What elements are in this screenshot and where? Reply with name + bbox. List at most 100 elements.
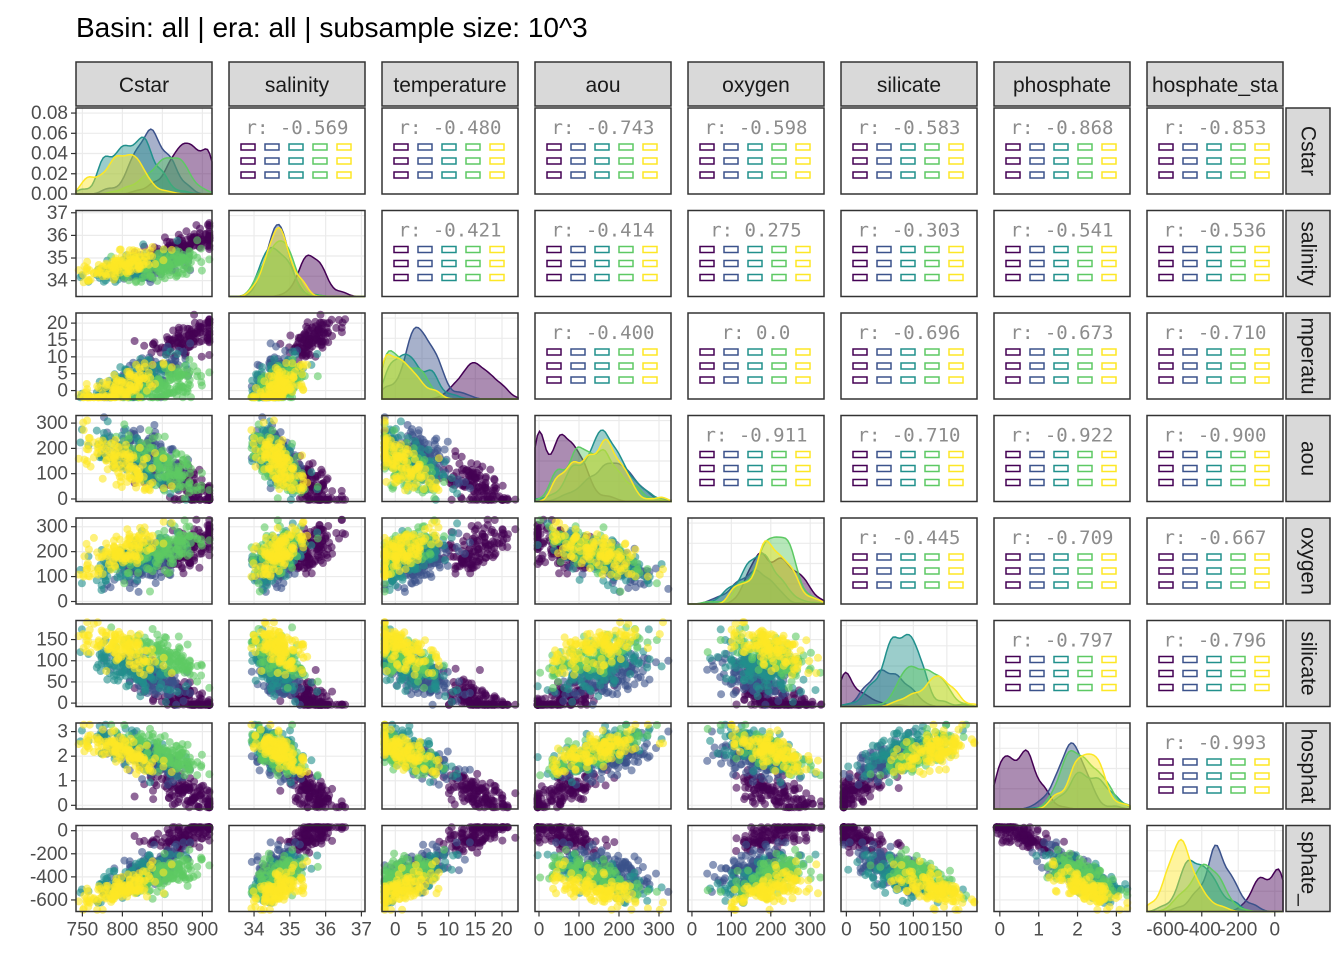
scatter-point [454,475,463,484]
scatter-point [153,276,162,285]
scatter-point [177,562,186,571]
scatter-point [313,350,322,358]
scatter-point [406,465,415,474]
scatter-point [110,261,119,270]
scatter-point [113,573,122,582]
corr-group-marker [1206,171,1222,179]
corr-group-marker [1077,171,1093,179]
scatter-point [197,352,206,361]
scatter-point [114,443,123,452]
panel-r3-c6: r: -0.922 [993,414,1131,503]
corr-group-marker [465,171,481,179]
corr-group-marker [441,245,457,254]
scatter-point [102,261,111,270]
corr-group-marker [288,171,304,179]
scatter-point [311,475,320,484]
scatter-point [304,339,313,348]
corr-group-marker [1005,273,1021,282]
scatter-point [93,382,102,391]
scatter-point [192,515,201,524]
corr-group-marker [570,245,586,254]
corr-group-marker [1101,273,1117,282]
corr-group-marker [948,273,964,282]
corr-group-marker [795,259,811,268]
scatter-point [167,363,176,372]
corr-group-marker [747,143,763,151]
correlation-label: r: -0.583 [858,117,961,139]
scatter-point [424,445,433,454]
scatter-point [123,539,132,548]
scatter-point [185,532,194,541]
scatter-point [159,454,168,463]
panel-background [841,210,977,297]
corr-group-marker [1182,157,1198,165]
corr-group-marker [1029,143,1045,151]
correlation-label: r: -0.480 [399,117,502,139]
scatter-point [139,260,148,269]
scatter-point [197,549,206,558]
scatter-point [182,523,191,532]
panel-border [534,209,672,298]
corr-group-marker [417,157,433,165]
corr-group-marker [594,259,610,268]
chart-title: Basin: all | era: all | subsample size: … [76,12,588,43]
corr-group-marker [594,171,610,179]
correlation-label: r: -0.598 [705,117,808,139]
corr-group-marker [876,157,892,165]
scatter-point [261,393,270,402]
scatter-point [123,569,132,578]
corr-group-marker [771,259,787,268]
panel-background [382,108,518,194]
scatter-point [328,487,337,496]
corr-group-marker [1254,273,1270,282]
corr-group-marker [1254,259,1270,268]
scatter-point [299,386,308,394]
scatter-point [192,328,201,337]
corr-group-marker [618,245,634,254]
scatter-point [82,265,91,274]
corr-group-marker [771,171,787,179]
scatter-point [159,517,168,526]
panel-border [687,107,825,195]
scatter-point [473,460,482,469]
scatter-point [132,360,141,369]
scatter-point [135,393,144,402]
corr-group-marker [699,157,715,165]
corr-group-marker [1077,245,1093,254]
panel-background [688,210,824,297]
corr-group-marker [948,143,964,151]
scatter-point [110,393,119,402]
scatter-point [183,235,192,244]
panel-r1-c5: r: -0.303 [840,209,978,298]
scatter-point [302,569,311,578]
corr-group-marker [489,245,505,254]
corr-group-marker [642,273,658,282]
panel-border [840,209,978,298]
panel-r0-c1: r: -0.569 [228,107,366,195]
scatter-point [399,456,408,464]
scatter-point [146,272,155,281]
scatter-point [270,355,279,364]
scatter-point [170,339,179,348]
corr-group-marker [1053,143,1069,151]
corr-group-marker [1053,273,1069,282]
scatter-point [498,481,507,490]
scatter-point [159,360,168,369]
scatter-point [315,324,323,333]
corr-group-marker [747,259,763,268]
scatter-point [323,553,332,562]
correlation-label: r: -0.696 [858,322,961,344]
scatter-point [285,383,294,392]
scatter-point [414,426,423,435]
corr-group-marker [723,157,739,165]
scatter-point [250,434,258,442]
scatter-point [183,324,192,333]
corr-group-marker [876,245,892,254]
scatter-point [247,426,256,435]
scatter-point [273,449,282,458]
scatter-point [389,459,397,468]
corr-group-marker [1254,171,1270,179]
corr-group-marker [924,245,940,254]
scatter-point [424,478,433,487]
corr-group-marker [924,157,940,165]
